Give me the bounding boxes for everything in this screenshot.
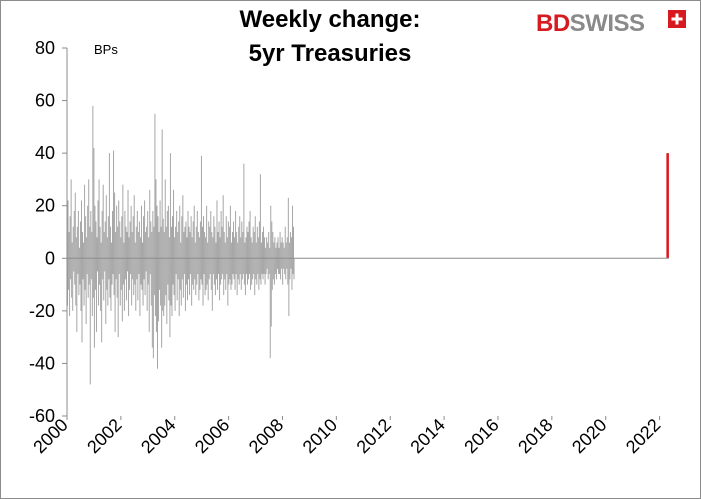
x-tick-label: 2020 [568,415,610,457]
y-tick-label: -40 [29,353,55,373]
x-tick-label: 2008 [245,415,287,457]
x-tick-label: 2006 [191,415,233,457]
y-tick-label: 60 [35,91,55,111]
chart-subtitle: 5yr Treasuries [248,40,412,67]
y-tick-label: -20 [29,301,55,321]
logo-cross-icon [668,10,686,28]
logo-text-swiss: SWISS [569,10,645,37]
x-tick-label: 2004 [137,415,179,457]
y-tick-label: -60 [29,406,55,426]
x-tick-label: 2016 [460,415,502,457]
x-tick-label: 2014 [406,415,448,457]
y-tick-label: 20 [35,196,55,216]
y-tick-label: 0 [45,248,55,268]
brand-logo: BDSWISS [536,10,645,37]
logo-text-bd: BD [536,10,570,37]
y-tick-label: 40 [35,143,55,163]
x-tick-label: 2018 [514,415,556,457]
bars-layer [66,105,669,385]
y-tick-label: 80 [35,38,55,58]
x-tick-label: 2012 [353,415,395,457]
x-tick-label: 2002 [83,415,125,457]
units-label: BPs [94,42,118,57]
x-tick-label: 2010 [299,415,341,457]
x-tick-label: 2022 [622,415,664,457]
chart-title: Weekly change: [239,6,421,33]
